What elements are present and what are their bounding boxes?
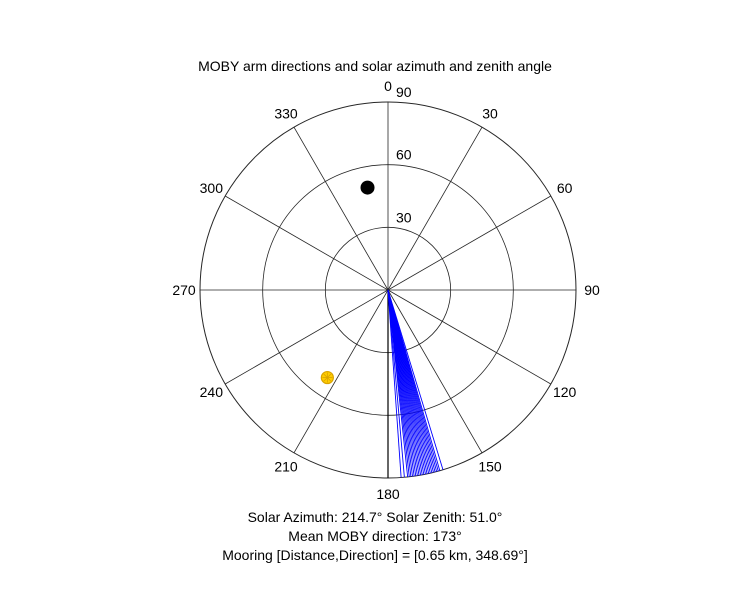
moby-arm-line <box>387 289 402 478</box>
moby-arm-line <box>387 289 409 478</box>
solar-caption: Solar Azimuth: 214.7° Solar Zenith: 51.0… <box>247 509 503 525</box>
mooring-caption: Mooring [Distance,Direction] = [0.65 km,… <box>222 547 528 563</box>
sun-ray <box>327 377 332 382</box>
polar-labels: 0 30 60 90 120 150 180 210 240 270 300 330 30 60 90 <box>172 78 600 502</box>
sun-ray <box>327 373 332 378</box>
r-tick-60: 60 <box>396 147 412 163</box>
theta-tick-90: 90 <box>584 282 600 298</box>
theta-tick-330: 330 <box>274 105 298 121</box>
spoke-240 <box>224 289 389 385</box>
theta-tick-30: 30 <box>482 105 498 121</box>
theta-tick-0: 0 <box>384 78 392 94</box>
spoke-300 <box>224 195 389 291</box>
spoke-150 <box>387 289 483 454</box>
polar-series <box>320 180 444 478</box>
theta-tick-270: 270 <box>172 282 196 298</box>
theta-tick-240: 240 <box>200 384 224 400</box>
r-tick-90: 90 <box>396 84 412 100</box>
theta-tick-120: 120 <box>553 384 577 400</box>
spoke-330 <box>293 126 389 291</box>
moby-arm-line <box>387 289 405 478</box>
moby-arm-line <box>387 289 444 470</box>
spoke-210 <box>293 289 389 454</box>
spoke-30 <box>387 126 483 291</box>
theta-tick-300: 300 <box>200 180 224 196</box>
mooring-marker <box>360 180 375 195</box>
sun-marker <box>320 370 334 385</box>
theta-tick-60: 60 <box>557 180 573 196</box>
sun-ray <box>323 373 328 378</box>
spoke-60 <box>387 195 552 291</box>
theta-tick-180: 180 <box>376 486 400 502</box>
chart-title: MOBY arm directions and solar azimuth an… <box>198 58 552 74</box>
r-tick-30: 30 <box>396 209 412 225</box>
theta-tick-210: 210 <box>274 459 298 475</box>
moby-direction-caption: Mean MOBY direction: 173° <box>288 528 462 544</box>
theta-tick-150: 150 <box>478 459 502 475</box>
sun-ray <box>323 377 328 382</box>
spoke-120 <box>387 289 552 385</box>
